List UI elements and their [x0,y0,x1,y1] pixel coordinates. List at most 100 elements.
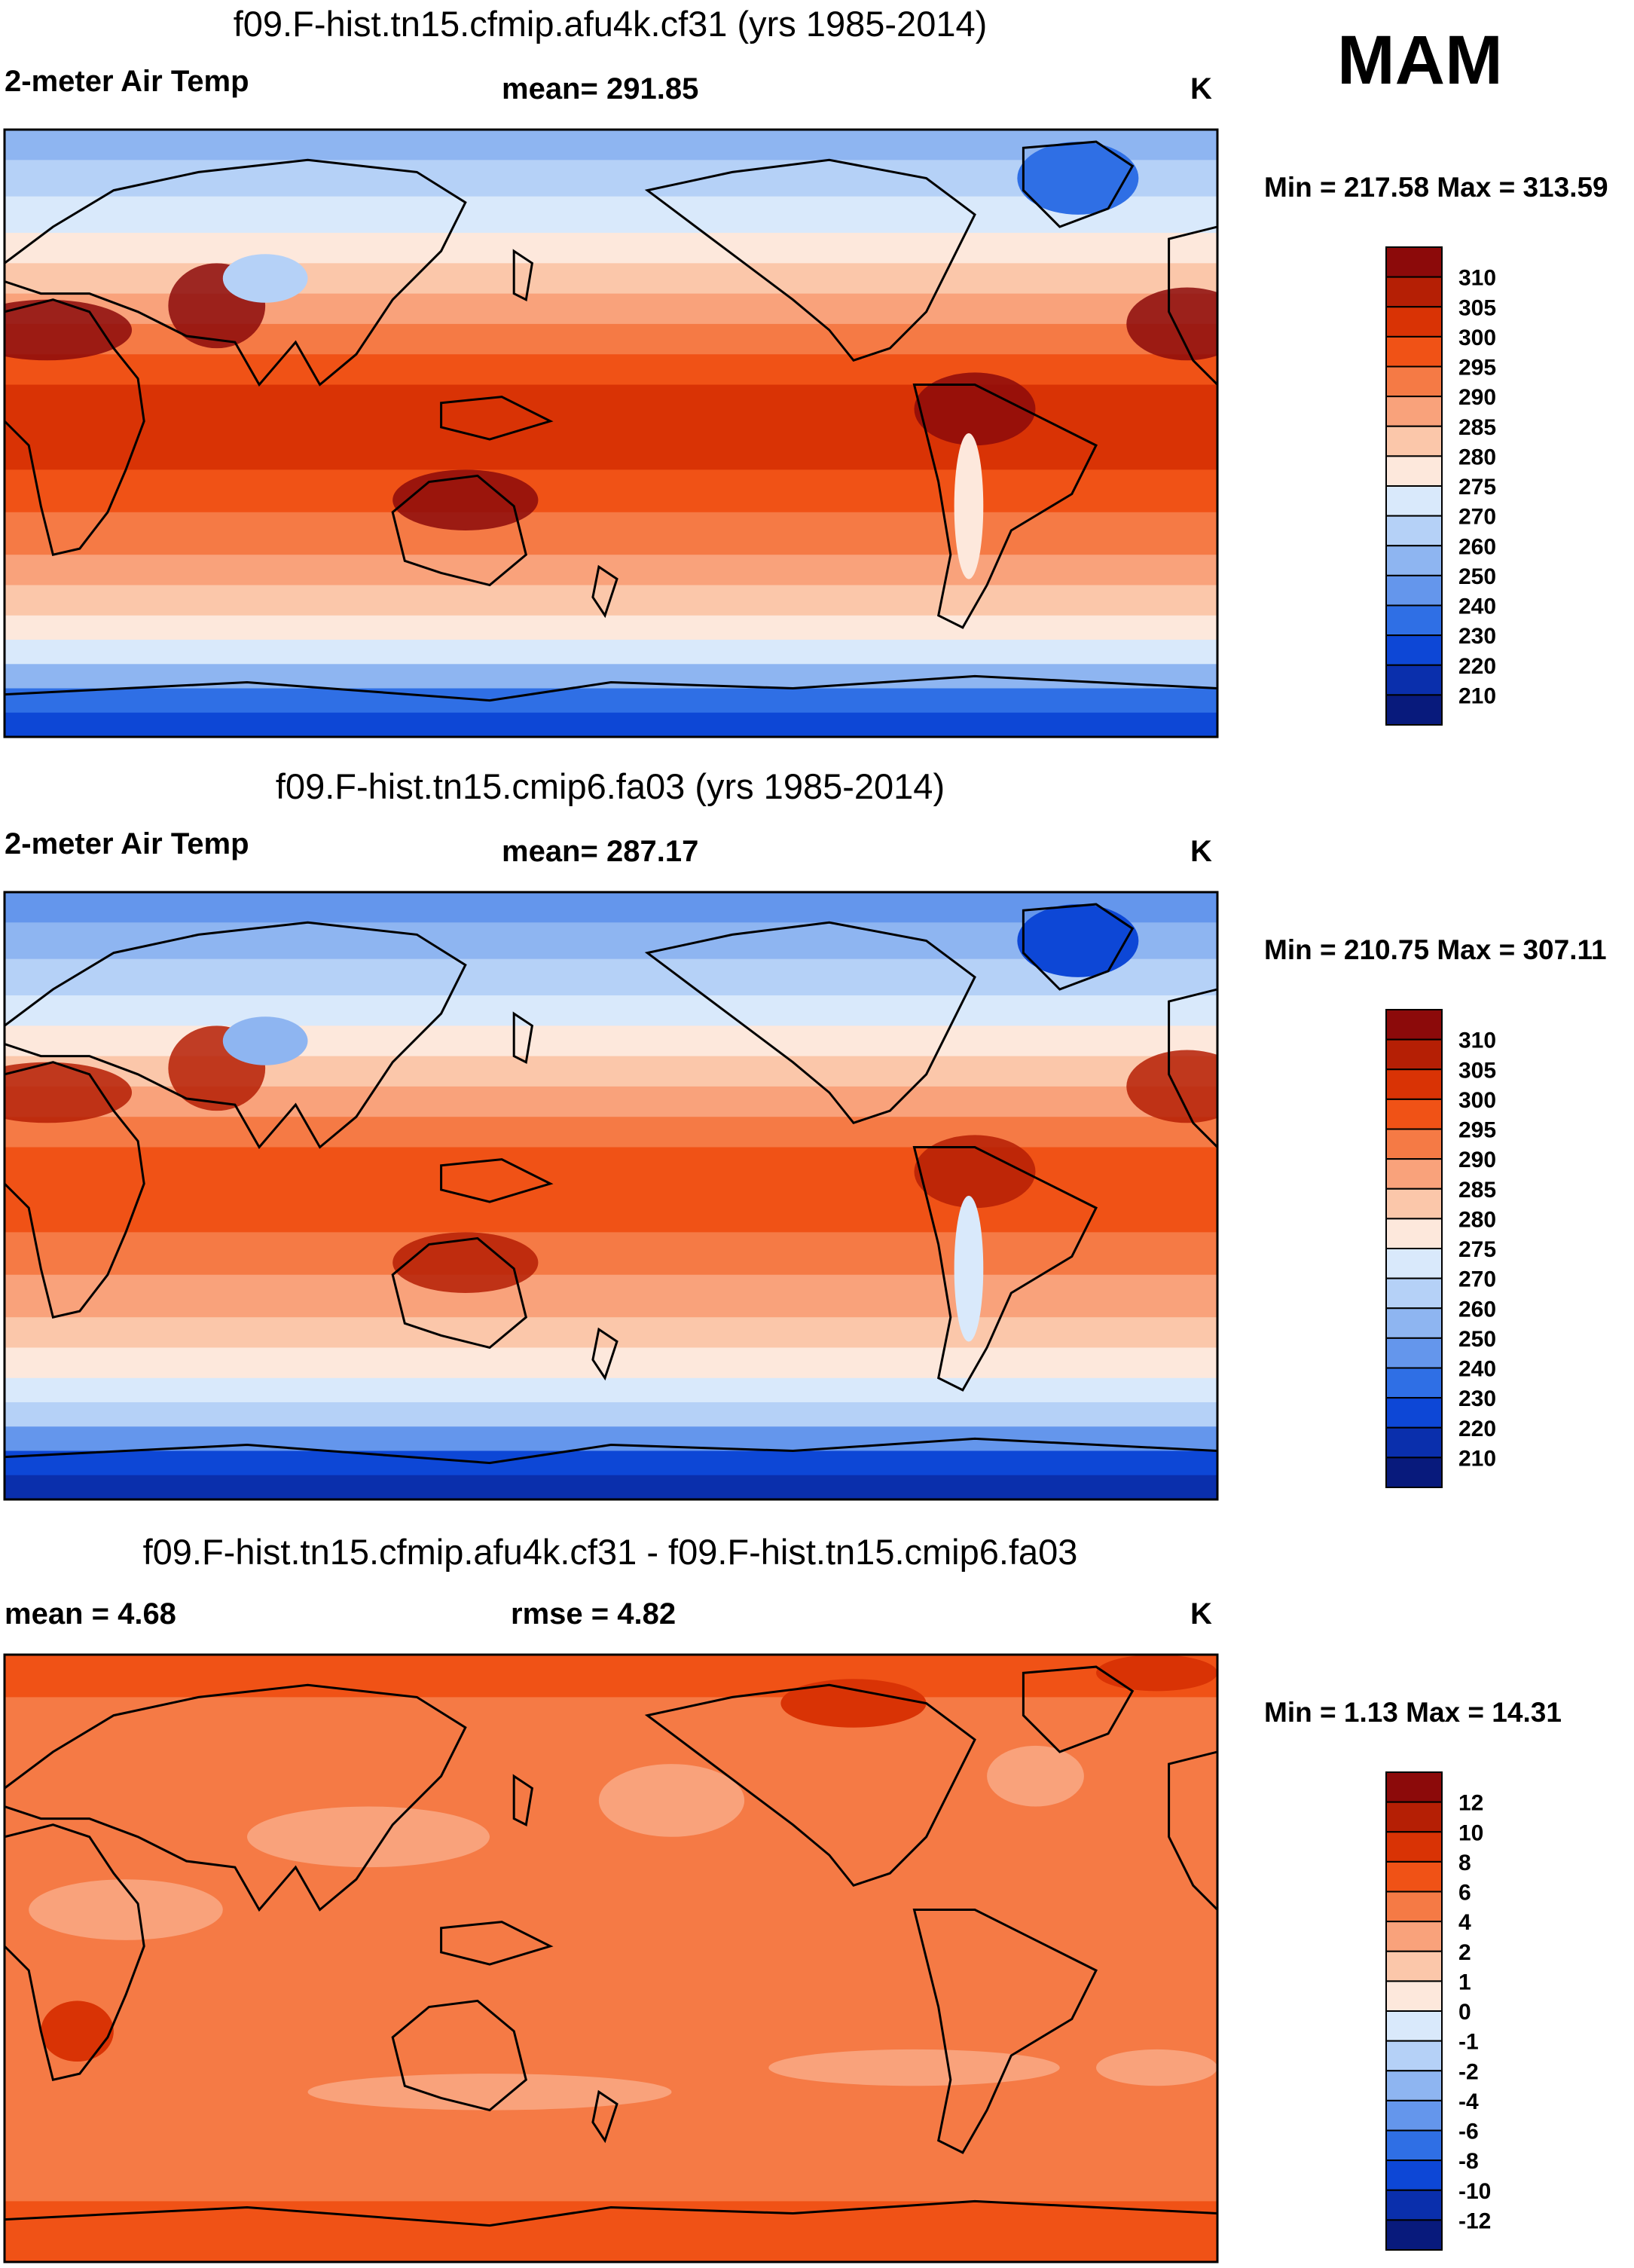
coastline [591,2089,618,2144]
colorbar-tick-label: 275 [1458,475,1496,500]
map-frame-2 [3,891,1219,1501]
colorbar-box [1385,694,1443,726]
colorbar-box [1385,1158,1443,1190]
colorbar-tick-label: 0 [1458,2000,1471,2025]
colorbar-box [1385,2099,1443,2132]
panel-1-minmax: Min = 217.58 Max = 313.59 [1264,172,1608,203]
colorbar-box [1385,246,1443,278]
coastline [512,1011,534,1064]
map-panel-2 [5,892,1217,1499]
colorbar-tick-label: 8 [1458,1851,1471,1875]
temperature-band [5,1117,1217,1148]
warm-region [1126,1050,1217,1123]
temperature-band [5,160,1217,197]
colorbar-box [1385,1921,1443,1952]
colorbar-box [1385,1218,1443,1249]
difference-high-region [1096,1655,1217,1692]
colorbar-tick-label: -1 [1458,2030,1479,2055]
panel-2-title: f09.F-hist.tn15.cmip6.fa03 (yrs 1985-201… [275,766,945,806]
colorbar-tick-label: 290 [1458,1148,1496,1172]
season-label: MAM [1337,22,1503,99]
coastline [5,674,1217,737]
warm-region [392,1232,539,1293]
temperature-band [5,1450,1217,1476]
difference-low-region [598,1764,745,1837]
colorbar-box [1385,2070,1443,2101]
difference-low-region [1096,2049,1217,2086]
colorbar-box [1385,1801,1443,1833]
map-frame-3 [3,1653,1219,2263]
colorbar-box [1385,1038,1443,1071]
colorbar-box [1385,1128,1443,1160]
colorbar-tick-label: 260 [1458,534,1496,559]
colorbar-tick-label: 220 [1458,654,1496,679]
panel-2-units: K [1190,835,1212,868]
warm-region [5,299,133,361]
colorbar-tick-label: 260 [1458,1297,1496,1322]
coastline [1022,140,1135,228]
temperature-band [5,512,1217,555]
warm-region [392,469,539,530]
panel-3-mean-label: mean = 4.68 [5,1597,176,1631]
coastline [5,298,145,556]
colorbar-tick-label: 295 [1458,1118,1496,1143]
colorbar-box [1385,276,1443,308]
difference-low-region [987,1745,1084,1807]
temperature-band [5,1475,1217,1499]
colorbar-box [1385,2010,1443,2042]
coastline [5,921,467,1150]
colorbar-tick-label: 250 [1458,564,1496,589]
colorbar-tick-label: 300 [1458,1088,1496,1113]
colorbar-box [1385,1397,1443,1429]
panel-3-units: K [1190,1597,1212,1631]
colorbar-tick-label: -8 [1458,2149,1479,2174]
temperature-band [5,995,1217,1026]
coastline [5,2199,1217,2262]
coastline [440,1158,554,1203]
coastline [5,1683,467,1912]
colorbar-tick-label: 10 [1458,1820,1483,1845]
colorbar-box [1385,1277,1443,1310]
coastline [1168,225,1217,387]
panel-2-variable-label: 2-meter Air Temp [5,827,249,860]
cold-region [954,1196,984,1342]
cold-region [1017,142,1139,215]
colorbar-tick-label: 270 [1458,505,1496,530]
difference-high-region [780,1679,927,1728]
colorbar-tick-label: 305 [1458,295,1496,320]
panel-2-minmax: Min = 210.75 Max = 307.11 [1264,934,1607,965]
colorbar-tick-label: 12 [1458,1791,1483,1816]
colorbar-tick-label: 230 [1458,624,1496,649]
colorbar-box [1385,1337,1443,1369]
colorbar-box [1385,425,1443,457]
colorbar-tick-label: 285 [1458,415,1496,440]
colorbar-box [1385,2219,1443,2251]
coastline [5,158,467,387]
panel-1-variable-label: 2-meter Air Temp [5,65,249,98]
panel-2-mean-label: mean= 287.17 [502,835,699,868]
map-frame-1 [3,128,1219,738]
panel-1-title: f09.F-hist.tn15.cfmip.afu4k.cf31 (yrs 19… [233,4,988,44]
colorbar-tick-label: 6 [1458,1881,1471,1906]
coastline [644,1683,976,1887]
colorbar-tick-label: 270 [1458,1267,1496,1292]
coastline [5,1823,145,2081]
warm-region [914,1135,1036,1209]
colorbar-box [1385,1248,1443,1279]
colorbar-tick-label: 290 [1458,385,1496,410]
coastline [912,1146,1098,1392]
colorbar-box [1385,365,1443,398]
coastline [512,249,534,301]
colorbar-box [1385,1860,1443,1893]
colorbar-box [1385,306,1443,338]
colorbar-box [1385,1367,1443,1399]
colorbar-tick-label: 285 [1458,1178,1496,1203]
coastline [1022,903,1135,991]
coastline [1168,1750,1217,1912]
panel-3-minmax: Min = 1.13 Max = 14.31 [1264,1697,1562,1728]
warm-region [914,372,1036,446]
colorbar-box [1385,545,1443,576]
colorbar-tick-label: -2 [1458,2059,1479,2084]
